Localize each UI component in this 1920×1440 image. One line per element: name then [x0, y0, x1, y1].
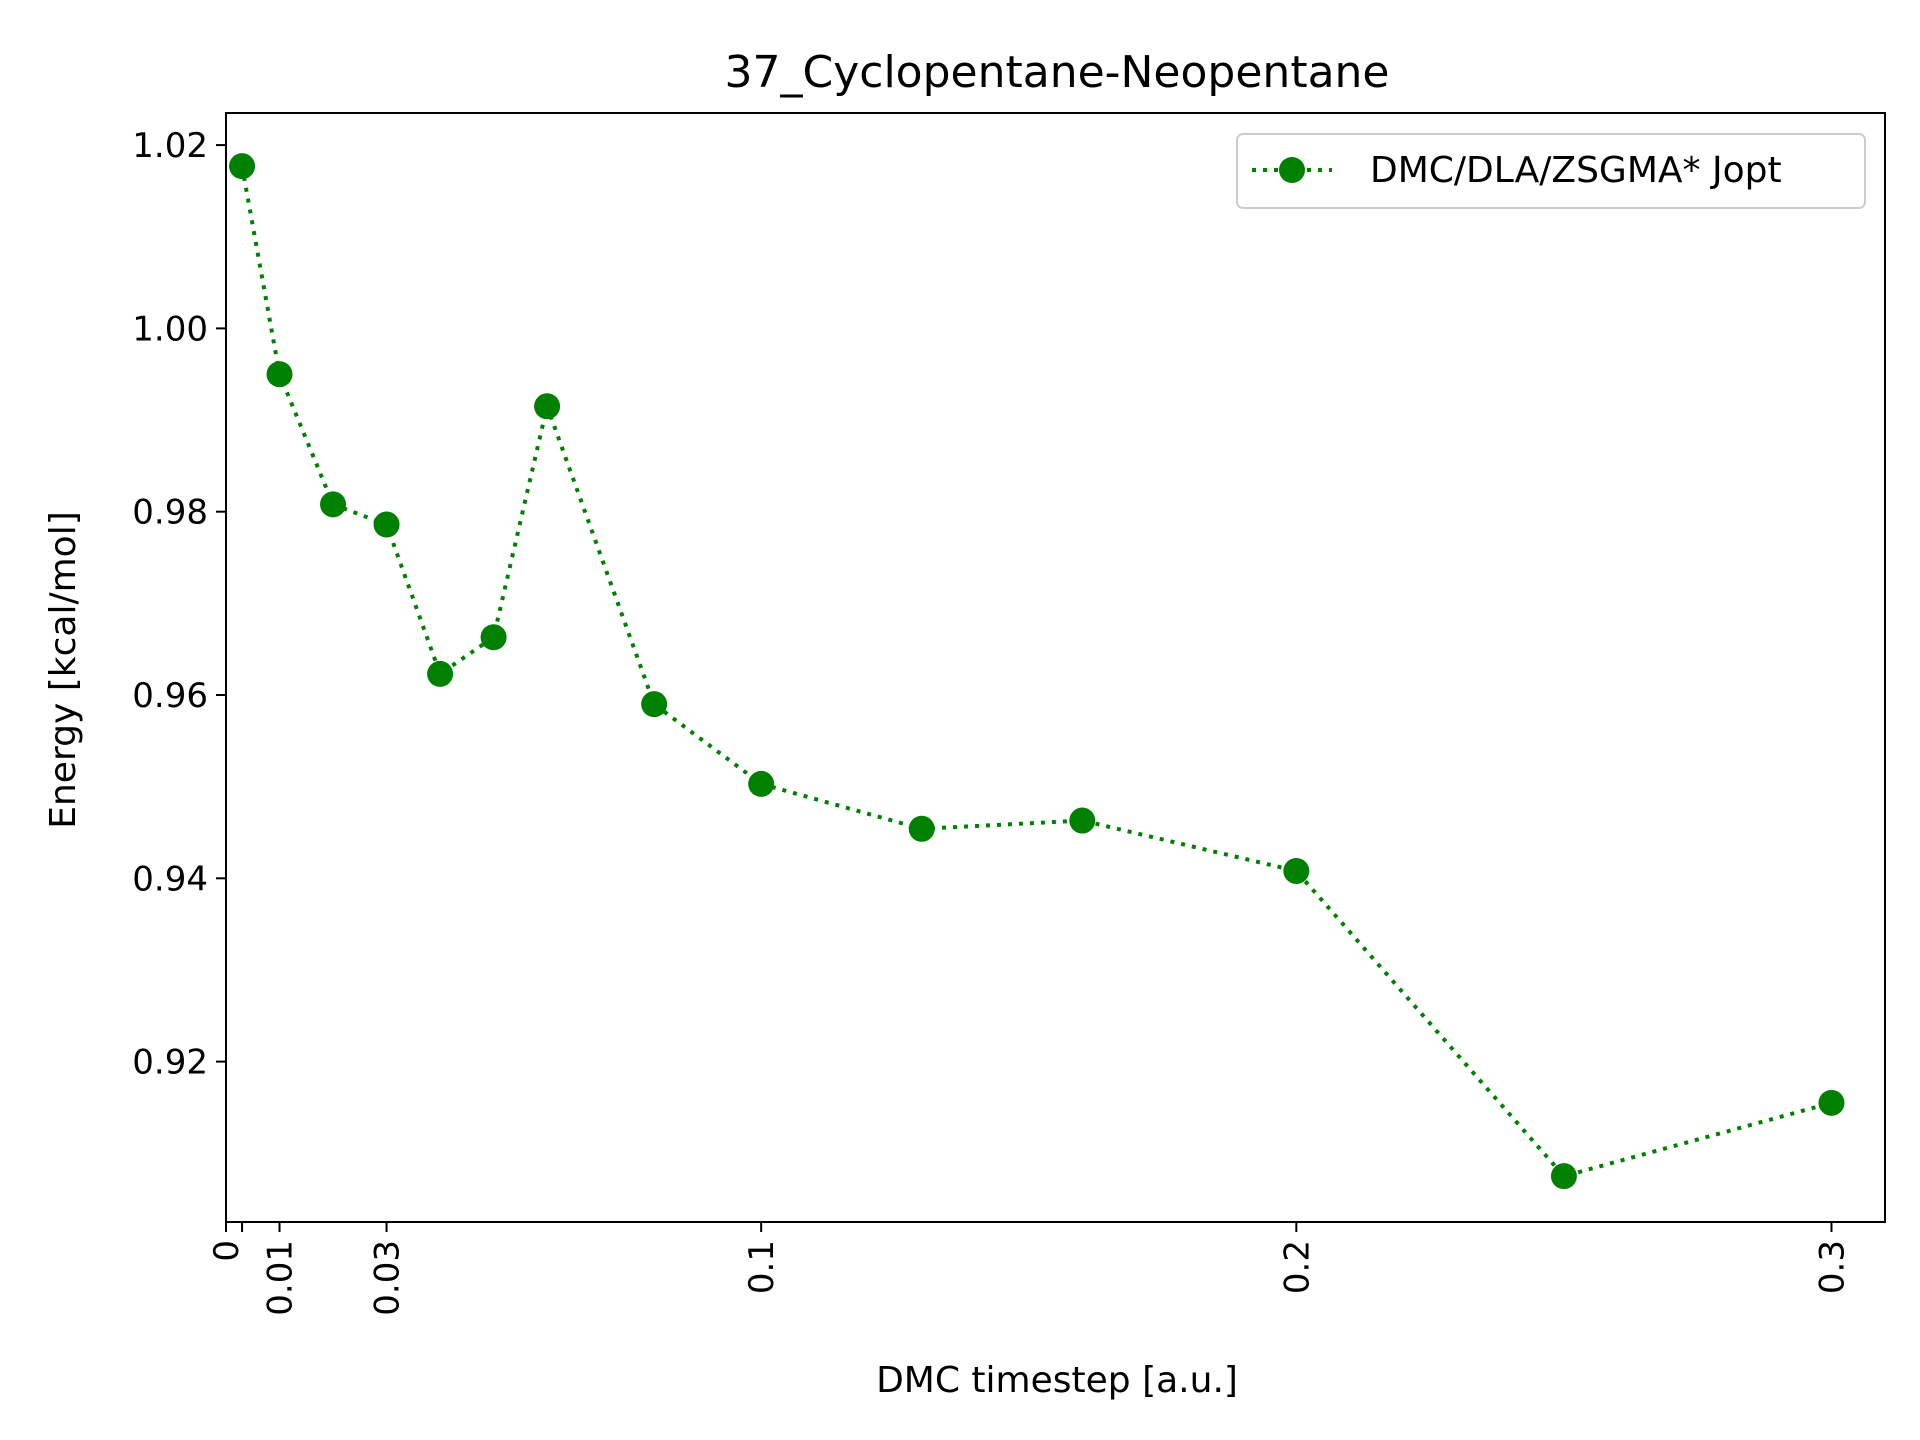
data-point — [1818, 1089, 1845, 1116]
chart-title: 37_Cyclopentane-Neopentane — [725, 47, 1390, 98]
x-tick-label: 0.3 — [1812, 1240, 1852, 1294]
axes-frame — [225, 112, 1886, 1223]
data-point — [908, 815, 935, 842]
x-axis-label: DMC timestep [a.u.] — [876, 1360, 1238, 1401]
data-point — [1550, 1163, 1577, 1190]
y-tick-label: 0.98 — [132, 493, 208, 533]
y-tick-label: 1.02 — [132, 126, 208, 166]
legend-box — [1236, 133, 1866, 209]
x-tick-label: 0 — [207, 1240, 247, 1262]
data-point — [748, 770, 775, 797]
y-axis-label: Energy [kcal/mol] — [43, 511, 84, 829]
legend: DMC/DLA/ZSGMA* Jopt — [1236, 133, 1866, 209]
data-point — [1069, 807, 1096, 834]
x-tick-label: 0.1 — [742, 1240, 782, 1294]
data-point — [427, 660, 454, 687]
y-tick-label: 0.94 — [132, 859, 208, 899]
plot-area — [225, 112, 1886, 1223]
data-point — [480, 624, 507, 651]
data-point — [229, 153, 256, 180]
data-point — [373, 511, 400, 538]
y-tick-label: 1.00 — [132, 309, 208, 349]
y-tick-label: 0.92 — [132, 1043, 208, 1083]
legend-label: DMC/DLA/ZSGMA* Jopt — [1370, 150, 1782, 191]
data-point — [641, 691, 668, 718]
y-tick-label: 0.96 — [132, 676, 208, 716]
data-point — [266, 361, 293, 388]
data-point — [534, 393, 561, 420]
x-tick-label: 0.03 — [368, 1240, 408, 1316]
x-axis-ticks: 0 0.01 0.03 0.1 0.2 0.3 — [207, 1222, 1852, 1316]
series-layer — [229, 153, 1845, 1190]
legend-marker — [1279, 157, 1305, 183]
x-tick-label: 0.2 — [1277, 1240, 1317, 1294]
data-point — [1283, 857, 1310, 884]
y-axis-ticks: 0.92 0.94 0.96 0.98 1.00 1.02 — [132, 126, 226, 1083]
data-point — [320, 491, 347, 518]
x-tick-label: 0.01 — [261, 1240, 301, 1316]
